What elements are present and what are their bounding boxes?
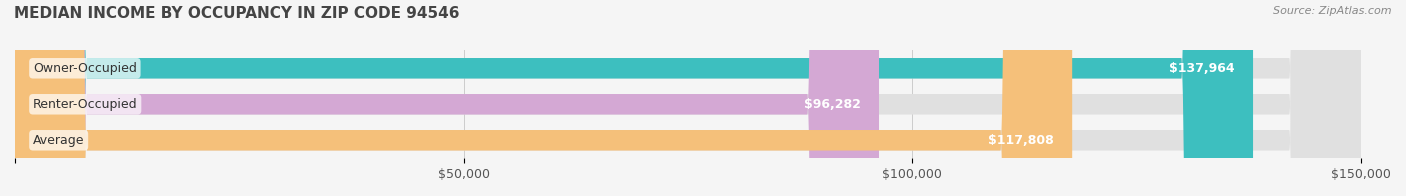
FancyBboxPatch shape	[15, 0, 1361, 196]
FancyBboxPatch shape	[15, 0, 1253, 196]
FancyBboxPatch shape	[15, 0, 879, 196]
Text: MEDIAN INCOME BY OCCUPANCY IN ZIP CODE 94546: MEDIAN INCOME BY OCCUPANCY IN ZIP CODE 9…	[14, 6, 460, 21]
Text: Average: Average	[32, 134, 84, 147]
FancyBboxPatch shape	[15, 0, 1073, 196]
Text: Owner-Occupied: Owner-Occupied	[32, 62, 136, 75]
Text: Source: ZipAtlas.com: Source: ZipAtlas.com	[1274, 6, 1392, 16]
Text: $117,808: $117,808	[988, 134, 1054, 147]
FancyBboxPatch shape	[15, 0, 1361, 196]
Text: $96,282: $96,282	[804, 98, 860, 111]
Text: Renter-Occupied: Renter-Occupied	[32, 98, 138, 111]
FancyBboxPatch shape	[15, 0, 1361, 196]
Text: $137,964: $137,964	[1170, 62, 1234, 75]
